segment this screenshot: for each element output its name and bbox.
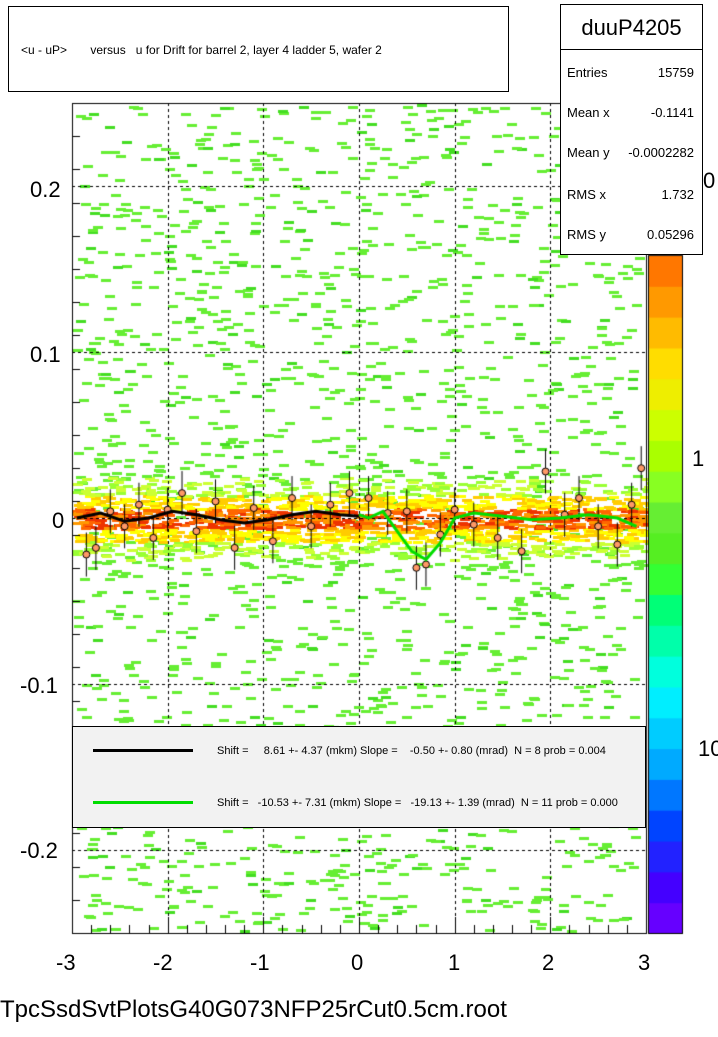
stat-label: RMS x [567,187,606,202]
stat-label: RMS y [567,227,606,242]
stat-rms-y: RMS y 0.05296 [567,227,694,247]
stat-value: 0.05296 [647,227,694,242]
y-tick-label: -0.2 [20,838,58,863]
legend-line-green [93,801,193,804]
stats-box: duuP4205 Entries 15759 Mean x -0.1141 Me… [560,4,703,255]
stat-mean-y: Mean y -0.0002282 [567,145,694,165]
stat-label: Mean y [567,145,610,160]
x-tick-label: 3 [638,950,651,975]
stat-value: -0.1141 [650,105,694,120]
stat-label: Mean x [567,105,610,120]
y-tick-label: 0 [52,508,65,533]
x-tick-label: -2 [153,950,173,975]
stat-entries: Entries 15759 [567,65,694,85]
x-tick-label: -3 [56,950,76,975]
stat-mean-x: Mean x -0.1141 [567,105,694,125]
x-tick-label: 0 [351,950,364,975]
title-text: <u - uP> versus u for Drift for barrel 2… [21,43,382,57]
fit-legend: Shift = 8.61 +- 4.37 (mkm) Slope = -0.50… [72,726,646,828]
histogram-name: duuP4205 [561,5,702,50]
title-box: <u - uP> versus u for Drift for barrel 2… [8,6,509,92]
z-axis-label: 10 [698,736,718,761]
legend-text-green: Shift = -10.53 +- 7.31 (mkm) Slope = -19… [217,797,618,809]
legend-text-black: Shift = 8.61 +- 4.37 (mkm) Slope = -0.50… [217,745,606,757]
y-tick-label: -0.1 [20,673,58,698]
x-tick-label: 1 [448,950,461,975]
y-tick-label: 0.1 [30,342,61,367]
stat-value: 15759 [657,65,694,80]
x-tick-label: 2 [542,950,555,975]
z-axis-label: 0 [703,168,716,193]
y-tick-label: 0.2 [30,177,61,202]
z-axis-label: 1 [692,446,705,471]
legend-line-black [93,749,193,752]
file-name-footer: TpcSsdSvtPlotsG40G073NFP25rCut0.5cm.root [0,996,507,1023]
stat-rms-x: RMS x 1.732 [567,187,694,207]
stat-value: -0.0002282 [628,145,694,160]
stat-value: 1.732 [661,187,694,202]
stat-label: Entries [567,65,608,80]
x-tick-label: -1 [250,950,270,975]
